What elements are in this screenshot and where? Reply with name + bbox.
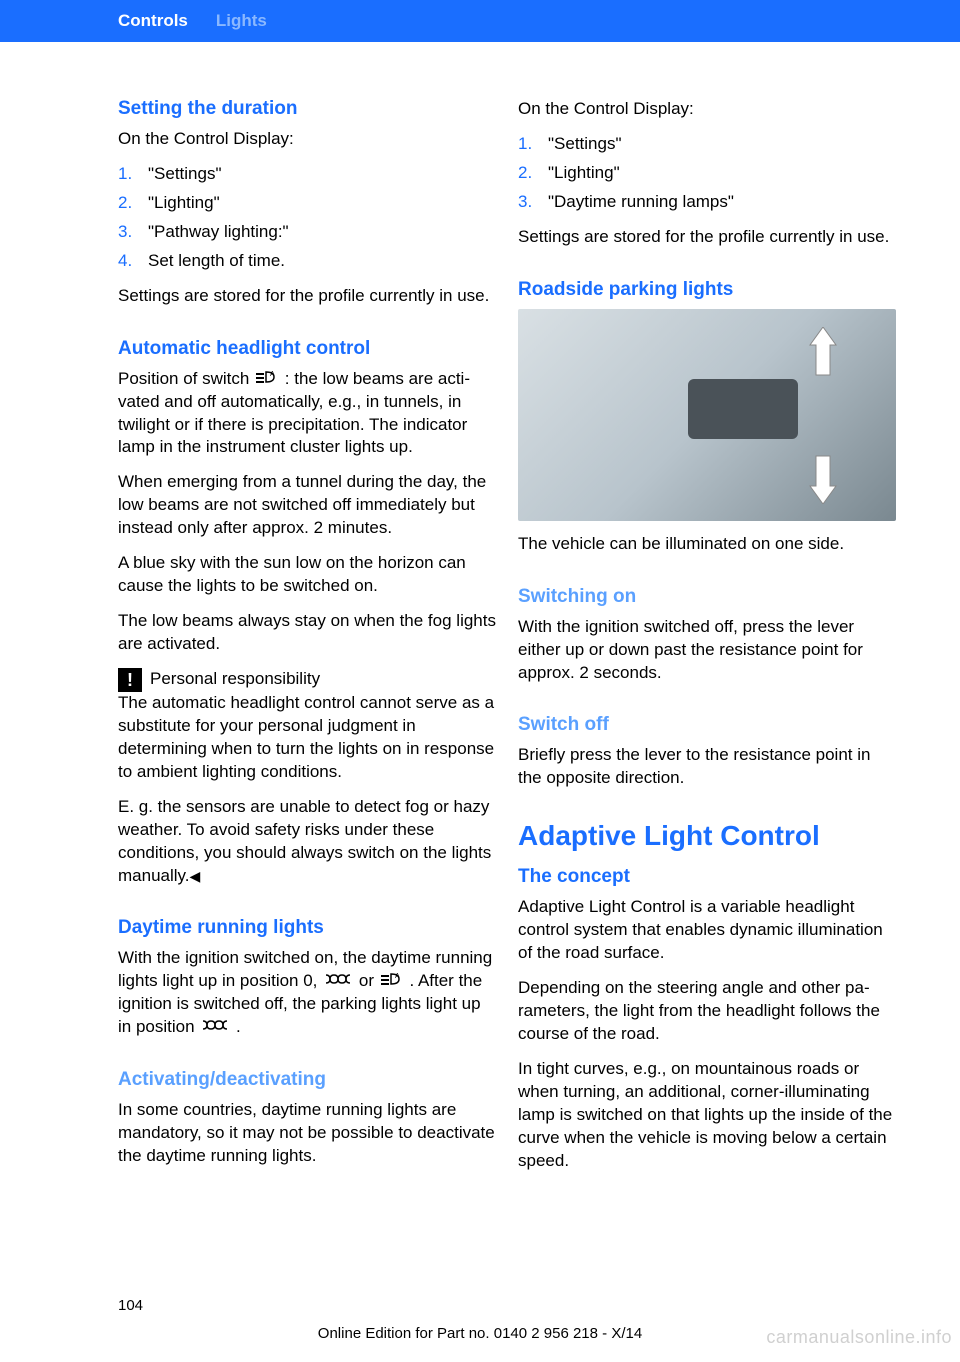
parking-light-icon: [324, 970, 352, 993]
heading-switching-on: Switching on: [518, 586, 896, 608]
text-fragment: E. g. the sensors are unable to detect f…: [118, 797, 491, 885]
list-item: 3."Pathway lighting:": [118, 221, 496, 244]
text-fragment: Position of switch: [118, 369, 254, 388]
heading-switch-off: Switch off: [518, 714, 896, 736]
text-blue-sky: A blue sky with the sun low on the horiz…: [118, 552, 496, 598]
list-text: Set length of time.: [148, 250, 285, 273]
warning-body: The automatic headlight control cannot s…: [118, 692, 496, 784]
left-column: Setting the duration On the Control Disp…: [118, 98, 496, 1185]
ordered-list-1: 1."Settings" 2."Lighting" 3."Pathway lig…: [118, 163, 496, 273]
right-column: On the Control Display: 1."Settings" 2."…: [518, 98, 896, 1185]
text-sensors-fog: E. g. the sensors are unable to detect f…: [118, 796, 496, 888]
list-text: "Daytime running lamps": [548, 191, 734, 214]
text-fragment: .: [236, 1017, 241, 1036]
text-fog-lights: The low beams always stay on when the fo…: [118, 610, 496, 656]
warning-block: ! Personal responsibility: [118, 668, 496, 692]
text-control-display-2: On the Control Display:: [518, 98, 896, 121]
text-tight-curves: In tight curves, e.g., on mountainous ro…: [518, 1058, 896, 1173]
list-item: 2."Lighting": [518, 162, 896, 185]
heading-roadside-parking: Roadside parking lights: [518, 279, 896, 301]
list-item: 3."Daytime running lamps": [518, 191, 896, 214]
auto-light-icon: A: [381, 970, 403, 993]
list-number: 2.: [518, 162, 548, 185]
list-number: 4.: [118, 250, 148, 273]
parking-light-icon: [201, 1016, 229, 1039]
list-number: 2.: [118, 192, 148, 215]
heading-auto-headlight: Automatic headlight control: [118, 338, 496, 360]
ordered-list-2: 1."Settings" 2."Lighting" 3."Daytime run…: [518, 133, 896, 214]
auto-light-icon: A: [256, 368, 278, 391]
warning-icon: !: [118, 668, 142, 692]
list-item: 1."Settings": [118, 163, 496, 186]
svg-text:A: A: [270, 371, 275, 378]
list-text: "Lighting": [148, 192, 220, 215]
text-daytime-body: With the ignition switched on, the dayti…: [118, 947, 496, 1039]
heading-activating: Activating/deactivating: [118, 1069, 496, 1091]
list-number: 3.: [518, 191, 548, 214]
watermark: carmanualsonline.info: [766, 1327, 952, 1348]
text-briefly-press: Briefly press the lever to the resistanc…: [518, 744, 896, 790]
list-number: 1.: [118, 163, 148, 186]
content-area: Setting the duration On the Control Disp…: [0, 42, 960, 1185]
arrow-down-icon: [808, 454, 838, 504]
end-marker-icon: ◀: [190, 868, 201, 884]
list-item: 2."Lighting": [118, 192, 496, 215]
text-concept-body: Adaptive Light Control is a variable hea…: [518, 896, 896, 965]
text-illuminated-side: The vehicle can be illuminated on one si…: [518, 533, 896, 556]
header-bar: Controls Lights: [0, 0, 960, 42]
text-fragment: or: [359, 971, 379, 990]
list-item: 4.Set length of time.: [118, 250, 496, 273]
text-settings-stored-2: Settings are stored for the profile curr…: [518, 226, 896, 249]
breadcrumb-controls: Controls: [118, 11, 188, 31]
warning-title: Personal responsibility: [150, 668, 320, 691]
heading-daytime-running: Daytime running lights: [118, 917, 496, 939]
breadcrumb-lights: Lights: [216, 11, 267, 31]
text-control-display-1: On the Control Display:: [118, 128, 496, 151]
text-tunnel: When emerging from a tunnel during the d…: [118, 471, 496, 540]
list-number: 1.: [518, 133, 548, 156]
list-text: "Settings": [548, 133, 622, 156]
heading-setting-duration: Setting the duration: [118, 98, 496, 120]
list-text: "Pathway lighting:": [148, 221, 289, 244]
list-text: "Settings": [148, 163, 222, 186]
page-number: 104: [118, 1297, 143, 1314]
text-position-switch: Position of switch A : the low beams are…: [118, 368, 496, 460]
arrow-up-icon: [808, 327, 838, 377]
list-number: 3.: [118, 221, 148, 244]
list-text: "Lighting": [548, 162, 620, 185]
text-settings-stored-1: Settings are stored for the profile curr…: [118, 285, 496, 308]
svg-text:A: A: [395, 973, 400, 980]
lever-illustration: [518, 309, 896, 521]
heading-adaptive-light: Adaptive Light Control: [518, 820, 896, 852]
text-steering-angle: Depending on the steering angle and othe…: [518, 977, 896, 1046]
heading-concept: The concept: [518, 866, 896, 888]
text-ignition-off-lever: With the ignition switched off, press th…: [518, 616, 896, 685]
list-item: 1."Settings": [518, 133, 896, 156]
text-mandatory: In some countries, daytime running light…: [118, 1099, 496, 1168]
